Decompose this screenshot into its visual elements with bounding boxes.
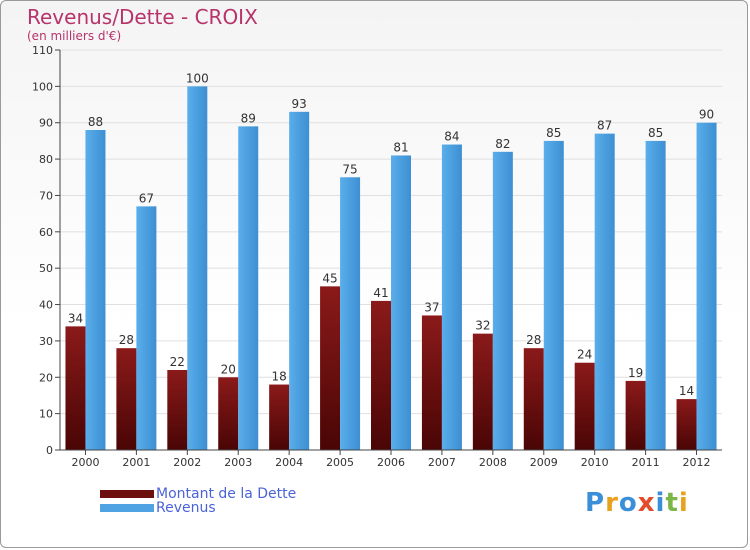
bar-revenus bbox=[238, 126, 259, 450]
chart-subtitle: (en milliers d'€) bbox=[27, 29, 122, 43]
data-label-dette: 24 bbox=[577, 348, 592, 362]
data-label-dette: 28 bbox=[119, 333, 134, 347]
data-label-dette: 45 bbox=[322, 271, 337, 285]
bar-revenus bbox=[187, 86, 208, 450]
bar-dette bbox=[320, 286, 341, 450]
data-label-dette: 14 bbox=[679, 384, 694, 398]
data-label-dette: 41 bbox=[373, 286, 388, 300]
bar-revenus bbox=[136, 206, 157, 450]
data-label-dette: 18 bbox=[272, 370, 287, 384]
x-tick-label: 2001 bbox=[122, 456, 150, 469]
bar-dette bbox=[269, 384, 290, 450]
y-tick-label: 0 bbox=[46, 444, 53, 457]
data-label-revenus: 87 bbox=[597, 119, 612, 133]
bar-revenus bbox=[340, 177, 361, 451]
bar-dette bbox=[676, 399, 697, 450]
bar-dette bbox=[167, 370, 188, 450]
legend-swatch-dette bbox=[100, 490, 154, 498]
x-tick-label: 2002 bbox=[173, 456, 201, 469]
bar-revenus bbox=[391, 155, 411, 451]
x-tick-label: 2006 bbox=[377, 456, 405, 469]
bar-revenus bbox=[289, 111, 310, 451]
y-tick-label: 10 bbox=[39, 408, 53, 421]
bar-revenus bbox=[441, 144, 462, 450]
data-label-revenus: 67 bbox=[139, 191, 154, 205]
bar-revenus bbox=[543, 140, 564, 450]
proxiti-logo: Proxiti bbox=[585, 488, 689, 518]
bar-dette bbox=[472, 333, 493, 450]
data-label-revenus: 84 bbox=[444, 130, 459, 144]
bar-revenus bbox=[594, 133, 615, 451]
y-tick-label: 30 bbox=[39, 335, 53, 348]
data-label-revenus: 88 bbox=[88, 115, 103, 129]
bar-revenus bbox=[85, 130, 106, 450]
logo-letter: i bbox=[655, 488, 666, 518]
legend-item-revenus: Revenus bbox=[100, 500, 216, 516]
x-tick-label: 2003 bbox=[224, 456, 252, 469]
logo-letter: P bbox=[585, 488, 606, 518]
logo-letter: o bbox=[618, 488, 638, 518]
bar-dette bbox=[116, 348, 137, 450]
x-tick-label: 2005 bbox=[326, 456, 354, 469]
x-tick-label: 2008 bbox=[479, 456, 507, 469]
bar-revenus bbox=[645, 140, 666, 450]
y-tick-label: 90 bbox=[39, 117, 53, 130]
data-label-dette: 22 bbox=[170, 355, 185, 369]
y-tick-label: 40 bbox=[39, 299, 53, 312]
logo-letter: i bbox=[678, 488, 689, 518]
x-tick-label: 2000 bbox=[71, 456, 99, 469]
legend-swatch-revenus bbox=[100, 504, 154, 512]
logo-letter: t bbox=[665, 488, 679, 518]
data-label-revenus: 85 bbox=[546, 126, 561, 140]
data-label-dette: 37 bbox=[424, 300, 439, 314]
bar-dette bbox=[574, 362, 595, 450]
y-tick-label: 50 bbox=[39, 262, 53, 275]
bar-dette bbox=[371, 300, 391, 450]
bar-revenus bbox=[492, 151, 513, 450]
chart-title: Revenus/Dette - CROIX bbox=[27, 5, 258, 29]
data-label-dette: 19 bbox=[628, 366, 643, 380]
data-label-dette: 20 bbox=[221, 362, 236, 376]
y-tick-label: 20 bbox=[39, 371, 53, 384]
bar-dette bbox=[421, 315, 442, 450]
data-label-revenus: 75 bbox=[342, 162, 357, 176]
logo-letter: r bbox=[605, 488, 619, 518]
data-label-dette: 32 bbox=[475, 319, 490, 333]
x-tick-label: 2004 bbox=[275, 456, 303, 469]
bar-revenus bbox=[696, 122, 717, 451]
bar-dette bbox=[523, 348, 544, 450]
x-tick-label: 2012 bbox=[683, 456, 711, 469]
data-label-revenus: 85 bbox=[648, 126, 663, 140]
data-label-revenus: 81 bbox=[393, 140, 408, 154]
x-tick-label: 2010 bbox=[581, 456, 609, 469]
bar-dette bbox=[625, 380, 646, 450]
y-tick-label: 70 bbox=[39, 189, 53, 202]
data-label-revenus: 90 bbox=[699, 108, 714, 122]
data-label-dette: 28 bbox=[526, 333, 541, 347]
legend-label-dette: Montant de la Dette bbox=[156, 486, 297, 502]
legend-item-dette: Montant de la Dette bbox=[100, 486, 296, 502]
y-tick-label: 80 bbox=[39, 153, 53, 166]
bar-dette bbox=[218, 377, 239, 450]
data-label-revenus: 82 bbox=[495, 137, 510, 151]
data-label-revenus: 89 bbox=[241, 111, 256, 125]
data-label-revenus: 93 bbox=[292, 97, 307, 111]
bar-dette bbox=[65, 326, 86, 450]
x-tick-label: 2009 bbox=[530, 456, 558, 469]
data-label-dette: 34 bbox=[68, 311, 83, 325]
y-tick-label: 110 bbox=[32, 44, 53, 57]
x-tick-label: 2007 bbox=[428, 456, 456, 469]
data-label-revenus: 100 bbox=[186, 71, 209, 85]
legend-label-revenus: Revenus bbox=[156, 500, 216, 516]
x-tick-label: 2011 bbox=[632, 456, 660, 469]
y-tick-label: 100 bbox=[32, 80, 53, 93]
logo-letter: x bbox=[637, 488, 656, 518]
y-tick-label: 60 bbox=[39, 226, 53, 239]
